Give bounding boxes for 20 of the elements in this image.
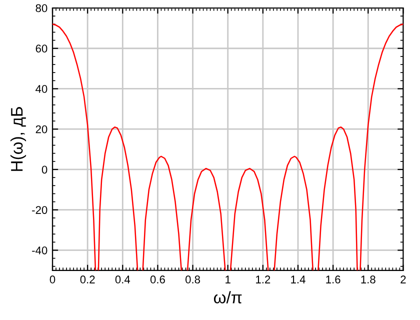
y-tick-label: 60 [36,44,48,53]
x-tick-label: 0.2 [80,276,95,284]
y-tick-label: 40 [36,85,48,93]
y-tick-label: -40 [32,246,48,254]
x-tick-label: 1.6 [326,276,340,284]
y-tick-label: 20 [36,125,48,134]
y-tick-label: -20 [32,206,48,214]
x-tick-label: 0.4 [115,276,130,284]
x-tick-label: 0.6 [150,276,165,284]
x-tick-label: 0 [50,276,56,284]
y-axis-title: H(ω), дБ [10,107,26,171]
x-tick-label: 1.2 [256,276,270,284]
x-axis-title: ω/π [214,291,242,304]
x-tick-label: 0.8 [185,276,200,284]
x-tick-label: 1.8 [361,276,376,284]
x-tick-label: 1.4 [291,276,306,284]
y-tick-label: 80 [36,4,48,12]
x-tick-label: 2 [400,276,406,284]
x-tick-label: 1 [226,276,230,284]
y-tick-label: 0 [42,166,48,174]
